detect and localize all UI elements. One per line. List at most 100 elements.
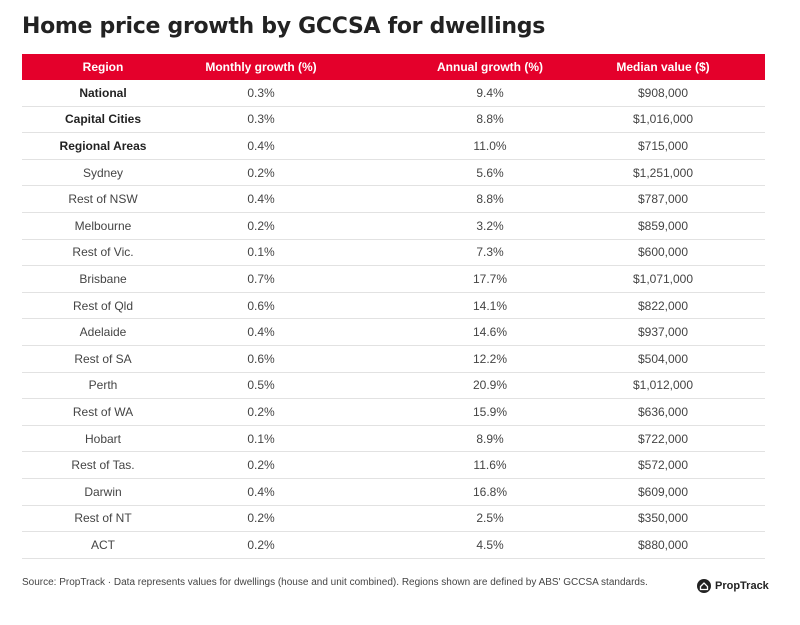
cell-monthly-growth: 0.1% [247,245,275,260]
table-header-row: Region Monthly growth (%) Annual growth … [22,54,765,80]
cell-annual-growth: 20.9% [472,378,508,393]
cell-median-value: $722,000 [637,431,689,446]
table-row: Perth 0.5% 20.9% $1,012,000 [22,373,765,400]
cell-monthly-growth: 0.4% [247,192,275,207]
table-row: Capital Cities 0.3% 8.8% $1,016,000 [22,107,765,134]
cell-region: Rest of Vic. [72,245,134,260]
cell-median-value: $937,000 [637,325,689,340]
cell-monthly-growth: 0.2% [247,165,275,180]
table-row: Rest of Vic. 0.1% 7.3% $600,000 [22,240,765,267]
cell-annual-growth: 2.5% [476,511,504,526]
table-row: Adelaide 0.4% 14.6% $937,000 [22,319,765,346]
cell-region: Regional Areas [59,138,147,153]
cell-median-value: $859,000 [637,218,689,233]
column-header-region: Region [82,60,124,74]
cell-median-value: $609,000 [637,484,689,499]
cell-region: Brisbane [79,271,127,286]
cell-region: Adelaide [79,325,127,340]
table-row: Rest of WA 0.2% 15.9% $636,000 [22,399,765,426]
cell-region: Darwin [84,484,122,499]
cell-median-value: $1,251,000 [632,165,694,180]
cell-monthly-growth: 0.6% [247,298,275,313]
cell-monthly-growth: 0.5% [247,378,275,393]
cell-region: ACT [91,537,115,552]
cell-region: Rest of WA [72,404,134,419]
cell-region: Rest of NT [74,511,132,526]
table-row: National 0.3% 9.4% $908,000 [22,80,765,107]
cell-median-value: $1,016,000 [632,112,694,127]
cell-monthly-growth: 0.6% [247,351,275,366]
house-icon [697,579,711,593]
cell-monthly-growth: 0.4% [247,138,275,153]
column-header-annual: Annual growth (%) [437,60,543,74]
cell-region: Rest of Qld [72,298,134,313]
table-row: Regional Areas 0.4% 11.0% $715,000 [22,133,765,160]
cell-monthly-growth: 0.1% [247,431,275,446]
cell-monthly-growth: 0.7% [247,271,275,286]
cell-median-value: $600,000 [637,245,689,260]
cell-median-value: $636,000 [637,404,689,419]
table-row: Brisbane 0.7% 17.7% $1,071,000 [22,266,765,293]
table-row: ACT 0.2% 4.5% $880,000 [22,532,765,559]
cell-annual-growth: 17.7% [472,271,508,286]
table-row: Sydney 0.2% 5.6% $1,251,000 [22,160,765,187]
cell-monthly-growth: 0.2% [247,218,275,233]
cell-annual-growth: 14.6% [472,325,508,340]
table-row: Rest of SA 0.6% 12.2% $504,000 [22,346,765,373]
column-header-median: Median value ($) [616,60,710,74]
cell-monthly-growth: 0.2% [247,404,275,419]
cell-monthly-growth: 0.4% [247,484,275,499]
cell-monthly-growth: 0.4% [247,325,275,340]
data-table: Region Monthly growth (%) Annual growth … [22,54,765,559]
table-row: Darwin 0.4% 16.8% $609,000 [22,479,765,506]
cell-median-value: $787,000 [637,192,689,207]
cell-median-value: $715,000 [637,138,689,153]
cell-annual-growth: 12.2% [472,351,508,366]
cell-region: Hobart [84,431,122,446]
cell-region: Rest of NSW [68,192,138,207]
logo-text: PropTrack [715,580,769,592]
cell-annual-growth: 8.8% [476,192,504,207]
cell-annual-growth: 4.5% [476,537,504,552]
cell-region: National [79,85,127,100]
cell-annual-growth: 3.2% [476,218,504,233]
cell-monthly-growth: 0.2% [247,458,275,473]
cell-monthly-growth: 0.2% [247,511,275,526]
proptrack-logo: PropTrack [697,579,769,593]
table-row: Rest of NT 0.2% 2.5% $350,000 [22,506,765,533]
cell-annual-growth: 11.6% [473,458,507,473]
cell-region: Capital Cities [64,112,142,127]
cell-region: Perth [88,378,118,393]
cell-annual-growth: 5.6% [476,165,504,180]
cell-monthly-growth: 0.2% [247,537,275,552]
cell-median-value: $880,000 [637,537,689,552]
cell-median-value: $504,000 [637,351,689,366]
cell-annual-growth: 14.1% [472,298,508,313]
column-header-monthly: Monthly growth (%) [205,60,317,74]
page-title: Home price growth by GCCSA for dwellings [22,14,546,39]
cell-annual-growth: 15.9% [472,404,508,419]
cell-region: Sydney [82,165,124,180]
table-row: Rest of NSW 0.4% 8.8% $787,000 [22,186,765,213]
cell-median-value: $350,000 [637,511,689,526]
table-row: Rest of Qld 0.6% 14.1% $822,000 [22,293,765,320]
cell-region: Rest of SA [74,351,132,366]
cell-median-value: $908,000 [637,85,689,100]
cell-median-value: $572,000 [637,458,689,473]
table-row: Hobart 0.1% 8.9% $722,000 [22,426,765,453]
source-note: Source: PropTrack · Data represents valu… [22,577,648,588]
table-row: Melbourne 0.2% 3.2% $859,000 [22,213,765,240]
cell-median-value: $1,071,000 [632,271,694,286]
cell-annual-growth: 8.8% [476,112,504,127]
cell-region: Melbourne [74,218,132,233]
cell-annual-growth: 7.3% [476,245,504,260]
table-row: Rest of Tas. 0.2% 11.6% $572,000 [22,452,765,479]
cell-annual-growth: 11.0% [473,138,507,153]
cell-annual-growth: 9.4% [476,85,504,100]
cell-median-value: $822,000 [637,298,689,313]
cell-monthly-growth: 0.3% [247,112,275,127]
cell-annual-growth: 16.8% [472,484,508,499]
cell-region: Rest of Tas. [71,458,135,473]
cell-annual-growth: 8.9% [476,431,504,446]
